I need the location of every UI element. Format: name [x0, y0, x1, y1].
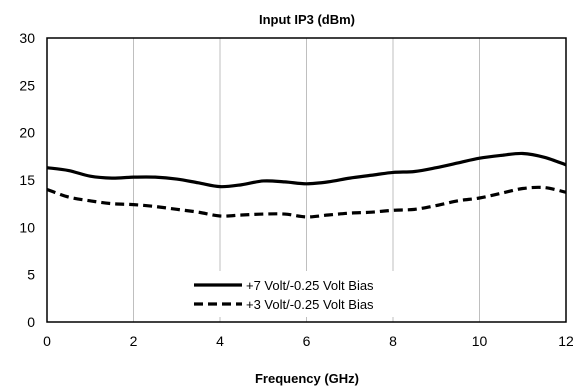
x-axis-label: Frequency (GHz) — [255, 371, 359, 386]
legend-label-series-0: +7 Volt/-0.25 Volt Bias — [246, 278, 374, 293]
legend: +7 Volt/-0.25 Volt Bias +3 Volt/-0.25 Vo… — [188, 271, 450, 317]
x-tick-label: 12 — [558, 333, 573, 349]
y-tick-label: 20 — [19, 125, 35, 141]
plot-frame — [46, 37, 567, 323]
series — [46, 151, 567, 219]
x-tick-label: 0 — [43, 333, 51, 349]
legend-label-series-1: +3 Volt/-0.25 Volt Bias — [246, 297, 374, 312]
y-tick-label: 15 — [19, 172, 35, 188]
legend-box — [188, 271, 450, 317]
y-tick-label: 30 — [19, 30, 35, 46]
chart-title: Input IP3 (dBm) — [259, 12, 355, 27]
x-tick-label: 6 — [303, 333, 311, 349]
x-tick-label: 10 — [472, 333, 488, 349]
y-tick-label: 25 — [19, 77, 35, 93]
x-tick-label: 8 — [389, 333, 397, 349]
tick-labels: 0 2 4 6 8 10 12 0 5 10 15 20 25 30 — [19, 30, 573, 349]
y-tick-label: 5 — [27, 267, 35, 283]
x-tick-label: 2 — [130, 333, 138, 349]
series-line-0 — [46, 151, 567, 189]
series-line-1 — [46, 185, 567, 219]
y-tick-label: 0 — [27, 314, 35, 330]
y-tick-label: 10 — [19, 219, 35, 235]
x-tick-label: 4 — [216, 333, 224, 349]
